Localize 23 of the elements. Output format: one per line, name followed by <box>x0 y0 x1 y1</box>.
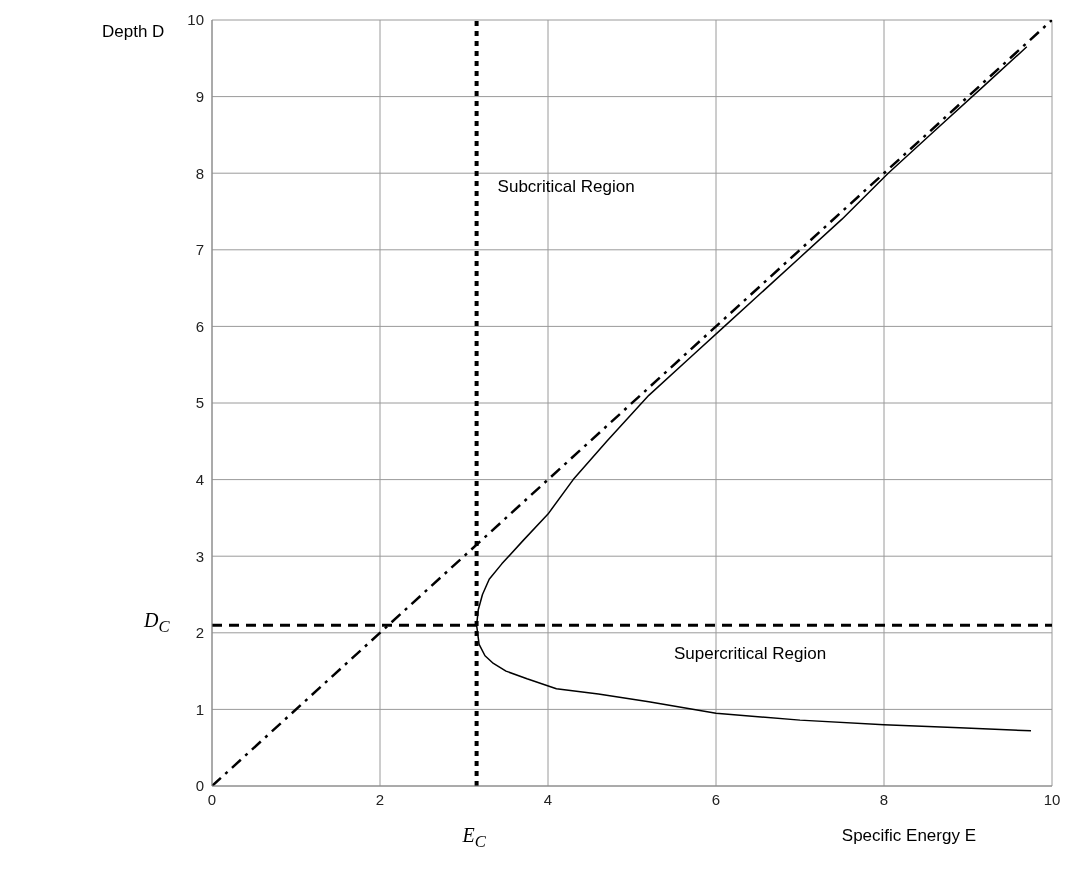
y-tick-label: 8 <box>195 164 204 182</box>
y-tick-label: 7 <box>195 241 204 259</box>
x-axis-title: Specific Energy E <box>841 826 976 846</box>
y-tick-label: 1 <box>195 700 204 718</box>
y-tick-label: 4 <box>195 470 204 488</box>
y-tick-label: 6 <box>195 317 204 335</box>
ref-line-label: D$_{C}$ <box>144 609 170 638</box>
x-tick-label: 0 <box>207 790 217 808</box>
x-tick-label: 10 <box>1043 790 1061 808</box>
x-tick-label: 2 <box>375 790 385 808</box>
x-tick-label: 8 <box>879 790 889 808</box>
annotation: Supercritical Region <box>674 644 827 665</box>
ref-line-label: E$_{C}$ <box>462 824 486 852</box>
y-tick-label: 9 <box>195 87 204 105</box>
annotation: Subcritical Region <box>497 177 635 198</box>
y-tick-label: 0 <box>195 777 204 795</box>
y-tick-label: 3 <box>195 547 204 565</box>
y-axis-title: Depth D <box>102 22 165 42</box>
x-tick-label: 6 <box>711 790 721 808</box>
x-tick-label: 4 <box>543 790 553 808</box>
y-tick-label: 5 <box>195 394 204 412</box>
y-tick-label: 10 <box>187 11 204 29</box>
y-tick-label: 2 <box>195 624 204 642</box>
